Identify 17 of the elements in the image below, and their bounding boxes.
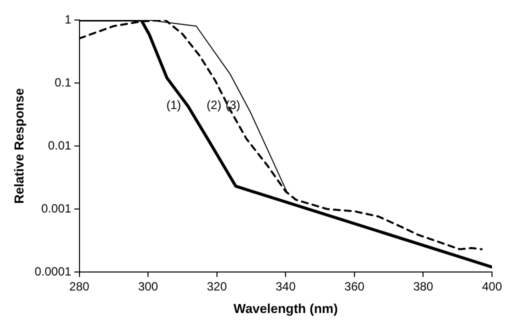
x-tick-label: 340 (276, 280, 296, 294)
annotation: (1) (166, 98, 182, 112)
x-tick-label: 360 (344, 280, 365, 294)
x-axis-title: Wavelength (nm) (234, 300, 338, 316)
y-tick-label: 0.01 (48, 138, 72, 152)
x-tick-label: 320 (206, 280, 228, 294)
y-tick-label: 1 (64, 12, 72, 26)
y-axis-title: Relative Response (11, 88, 26, 204)
annotation: (2) (206, 98, 222, 112)
annotation: (3) (226, 98, 240, 112)
y-tick-label: 0.001 (41, 201, 72, 216)
y-tick-label: 0.1 (54, 75, 72, 90)
x-tick-label: 300 (138, 280, 158, 294)
x-tick-label: 380 (413, 280, 434, 294)
y-tick-label: 0.0001 (34, 264, 72, 278)
x-tick-label: 400 (482, 280, 502, 294)
x-tick-label: 280 (69, 280, 90, 294)
